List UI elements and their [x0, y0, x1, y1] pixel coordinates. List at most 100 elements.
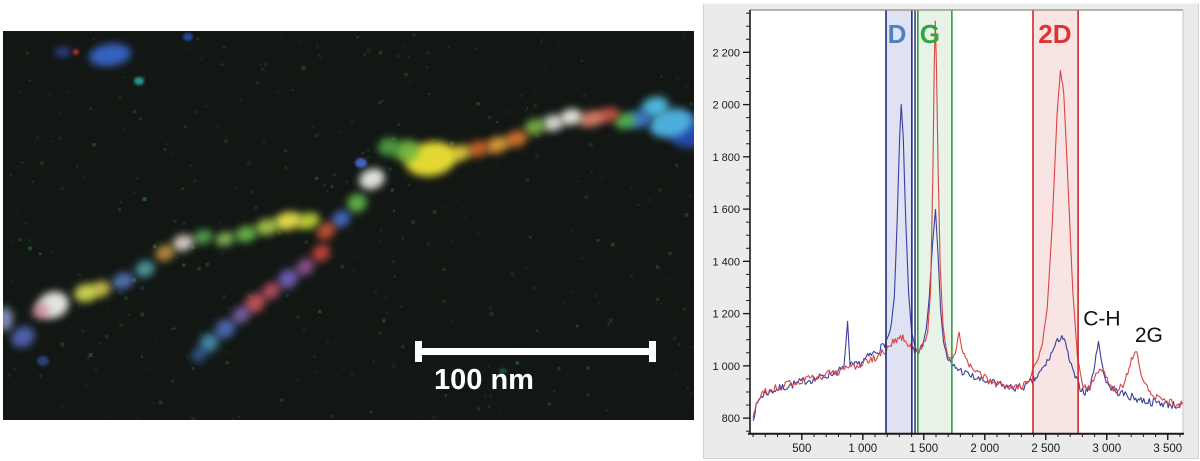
- speckle: [447, 45, 450, 48]
- speckle: [175, 257, 178, 259]
- speckle: [577, 180, 580, 183]
- speckle: [207, 305, 209, 307]
- speckle: [390, 188, 394, 192]
- blob: [231, 306, 251, 324]
- speckle: [230, 418, 235, 420]
- speckle: [65, 34, 69, 37]
- speckle: [571, 230, 573, 232]
- speckle: [478, 214, 480, 216]
- speckle: [221, 63, 224, 66]
- speckle: [173, 327, 176, 330]
- blob: [378, 137, 400, 157]
- spectrum-svg: 800 1 000 1 200 1 400 1 600 1 800 2 000 2 200 50…: [712, 9, 1184, 455]
- speckle: [671, 186, 673, 188]
- speckle: [380, 121, 384, 125]
- speckle: [586, 252, 588, 255]
- x-tick-label: 1 500: [909, 443, 938, 455]
- speckle: [92, 143, 96, 147]
- speckle: [68, 90, 71, 93]
- speckle: [182, 222, 186, 225]
- micrograph-svg: 100 nm: [3, 31, 694, 420]
- speckle: [199, 334, 202, 337]
- speckle: [296, 379, 299, 382]
- speckle: [574, 179, 577, 182]
- speckle: [692, 346, 694, 349]
- blob: [261, 282, 281, 300]
- speckle: [653, 260, 656, 262]
- speckle: [182, 287, 184, 289]
- blob: [89, 43, 131, 67]
- speckle: [532, 285, 537, 290]
- speckle: [361, 151, 365, 155]
- blob: [11, 326, 35, 348]
- speckle: [48, 412, 50, 414]
- speckle: [236, 365, 239, 368]
- blob: [73, 49, 79, 55]
- speckle: [430, 335, 433, 337]
- blob: [467, 140, 489, 158]
- speckle: [280, 33, 282, 35]
- speckle: [397, 123, 401, 126]
- speckle: [253, 205, 258, 210]
- speckle: [94, 368, 98, 372]
- speckle: [461, 208, 464, 211]
- blob: [274, 211, 302, 231]
- speckle: [263, 62, 268, 67]
- blob: [191, 347, 207, 363]
- speckle: [506, 326, 509, 330]
- speckle: [281, 38, 283, 40]
- speckle: [58, 136, 62, 141]
- speckle: [186, 47, 189, 50]
- speckle: [276, 91, 280, 95]
- speckle: [160, 282, 163, 285]
- speckle: [20, 161, 24, 165]
- speckle: [461, 392, 464, 395]
- speckle: [16, 210, 19, 213]
- speckle: [118, 208, 122, 212]
- speckle: [382, 317, 385, 320]
- speckle: [13, 367, 16, 371]
- speckle: [92, 38, 95, 40]
- speckle: [247, 161, 251, 165]
- speckle: [401, 345, 405, 349]
- speckle: [58, 112, 62, 116]
- speckle: [171, 380, 174, 383]
- speckle: [315, 45, 319, 48]
- speckle: [24, 221, 27, 225]
- speckle: [378, 50, 383, 55]
- speckle: [119, 323, 124, 328]
- speckle: [407, 183, 411, 187]
- speckle: [237, 415, 240, 418]
- speckle: [53, 357, 56, 359]
- speckle: [411, 220, 415, 225]
- speckle: [205, 262, 210, 267]
- speckle: [314, 133, 319, 138]
- speckle: [157, 189, 160, 192]
- speckle: [381, 99, 384, 103]
- speckle: [208, 83, 210, 86]
- speckle: [196, 37, 200, 40]
- speckle: [496, 165, 499, 168]
- speckle: [193, 179, 197, 183]
- speckle: [60, 342, 65, 347]
- speckle: [225, 351, 229, 354]
- speckle: [271, 247, 273, 249]
- speckle: [432, 209, 437, 214]
- blob: [183, 33, 193, 41]
- speckle: [366, 148, 370, 152]
- speckle: [304, 240, 308, 244]
- speckle: [499, 407, 502, 410]
- band-labels: D G 2D: [888, 19, 1072, 49]
- speckle: [49, 140, 52, 143]
- blob: [193, 229, 213, 245]
- speckle: [291, 89, 294, 91]
- speckle: [72, 176, 74, 178]
- speckle: [255, 81, 259, 85]
- speckle: [205, 105, 207, 107]
- speckle: [446, 72, 449, 75]
- speckle: [403, 77, 405, 79]
- micrograph-background: [3, 31, 694, 420]
- speckle: [553, 214, 555, 217]
- speckle: [367, 156, 370, 159]
- speckle: [191, 416, 195, 420]
